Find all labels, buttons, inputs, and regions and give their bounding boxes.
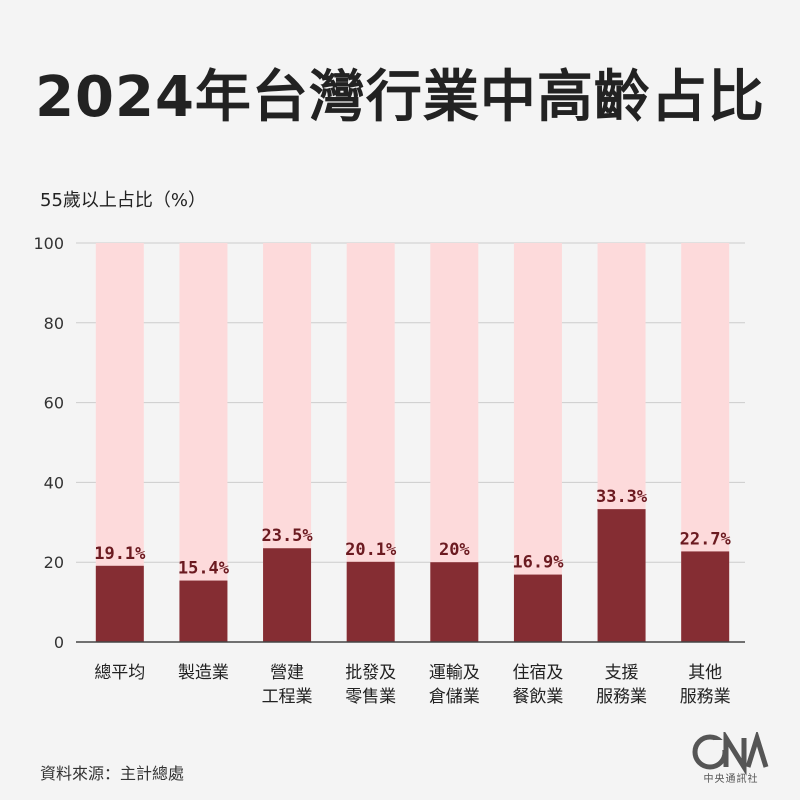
cna-logo-icon [692, 732, 769, 776]
x-tick-label: 工程業 [262, 687, 313, 707]
bar [681, 551, 730, 642]
y-tick-label: 0 [54, 633, 64, 652]
x-tick-label: 服務業 [596, 687, 647, 707]
data-label: 23.5% [261, 526, 313, 546]
x-tick-label: 營建 [270, 663, 304, 683]
source-note: 資料來源：主計總處 [40, 764, 185, 783]
data-label: 20% [439, 540, 470, 560]
x-tick-label: 住宿及 [512, 663, 563, 683]
data-label: 20.1% [345, 540, 397, 560]
x-tick-label: 其他 [688, 663, 722, 683]
bar [263, 548, 312, 642]
bar [179, 580, 228, 642]
bar-background [179, 243, 228, 642]
y-tick-label: 80 [44, 314, 64, 333]
bar [346, 561, 395, 642]
x-tick-label: 餐飲業 [512, 687, 563, 707]
data-label: 22.7% [680, 529, 732, 549]
x-tick-label: 零售業 [345, 687, 396, 707]
logo-caption: 中央通訊社 [703, 774, 759, 785]
y-tick-label: 40 [44, 473, 64, 492]
bar [430, 562, 479, 642]
data-label: 19.1% [94, 544, 146, 564]
y-tick-label: 60 [44, 394, 64, 413]
bar [513, 574, 562, 642]
x-tick-label: 倉儲業 [429, 687, 480, 707]
data-label: 33.3% [596, 487, 648, 507]
data-label: 16.9% [512, 553, 564, 573]
bar [597, 509, 646, 642]
bar [95, 565, 144, 642]
y-axis-label: 55歲以上占比（%） [40, 190, 207, 211]
x-tick-label: 總平均 [94, 663, 145, 683]
y-tick-label: 100 [33, 234, 64, 253]
x-tick-label: 服務業 [680, 687, 731, 707]
x-tick-label: 運輸及 [429, 663, 480, 683]
y-tick-label: 20 [44, 553, 64, 572]
data-label: 15.4% [178, 559, 230, 579]
x-tick-label: 製造業 [178, 663, 229, 683]
x-tick-label: 批發及 [345, 663, 396, 683]
x-tick-label: 支援 [605, 663, 639, 683]
page-title: 2024年台灣行業中高齡占比 [35, 65, 765, 130]
